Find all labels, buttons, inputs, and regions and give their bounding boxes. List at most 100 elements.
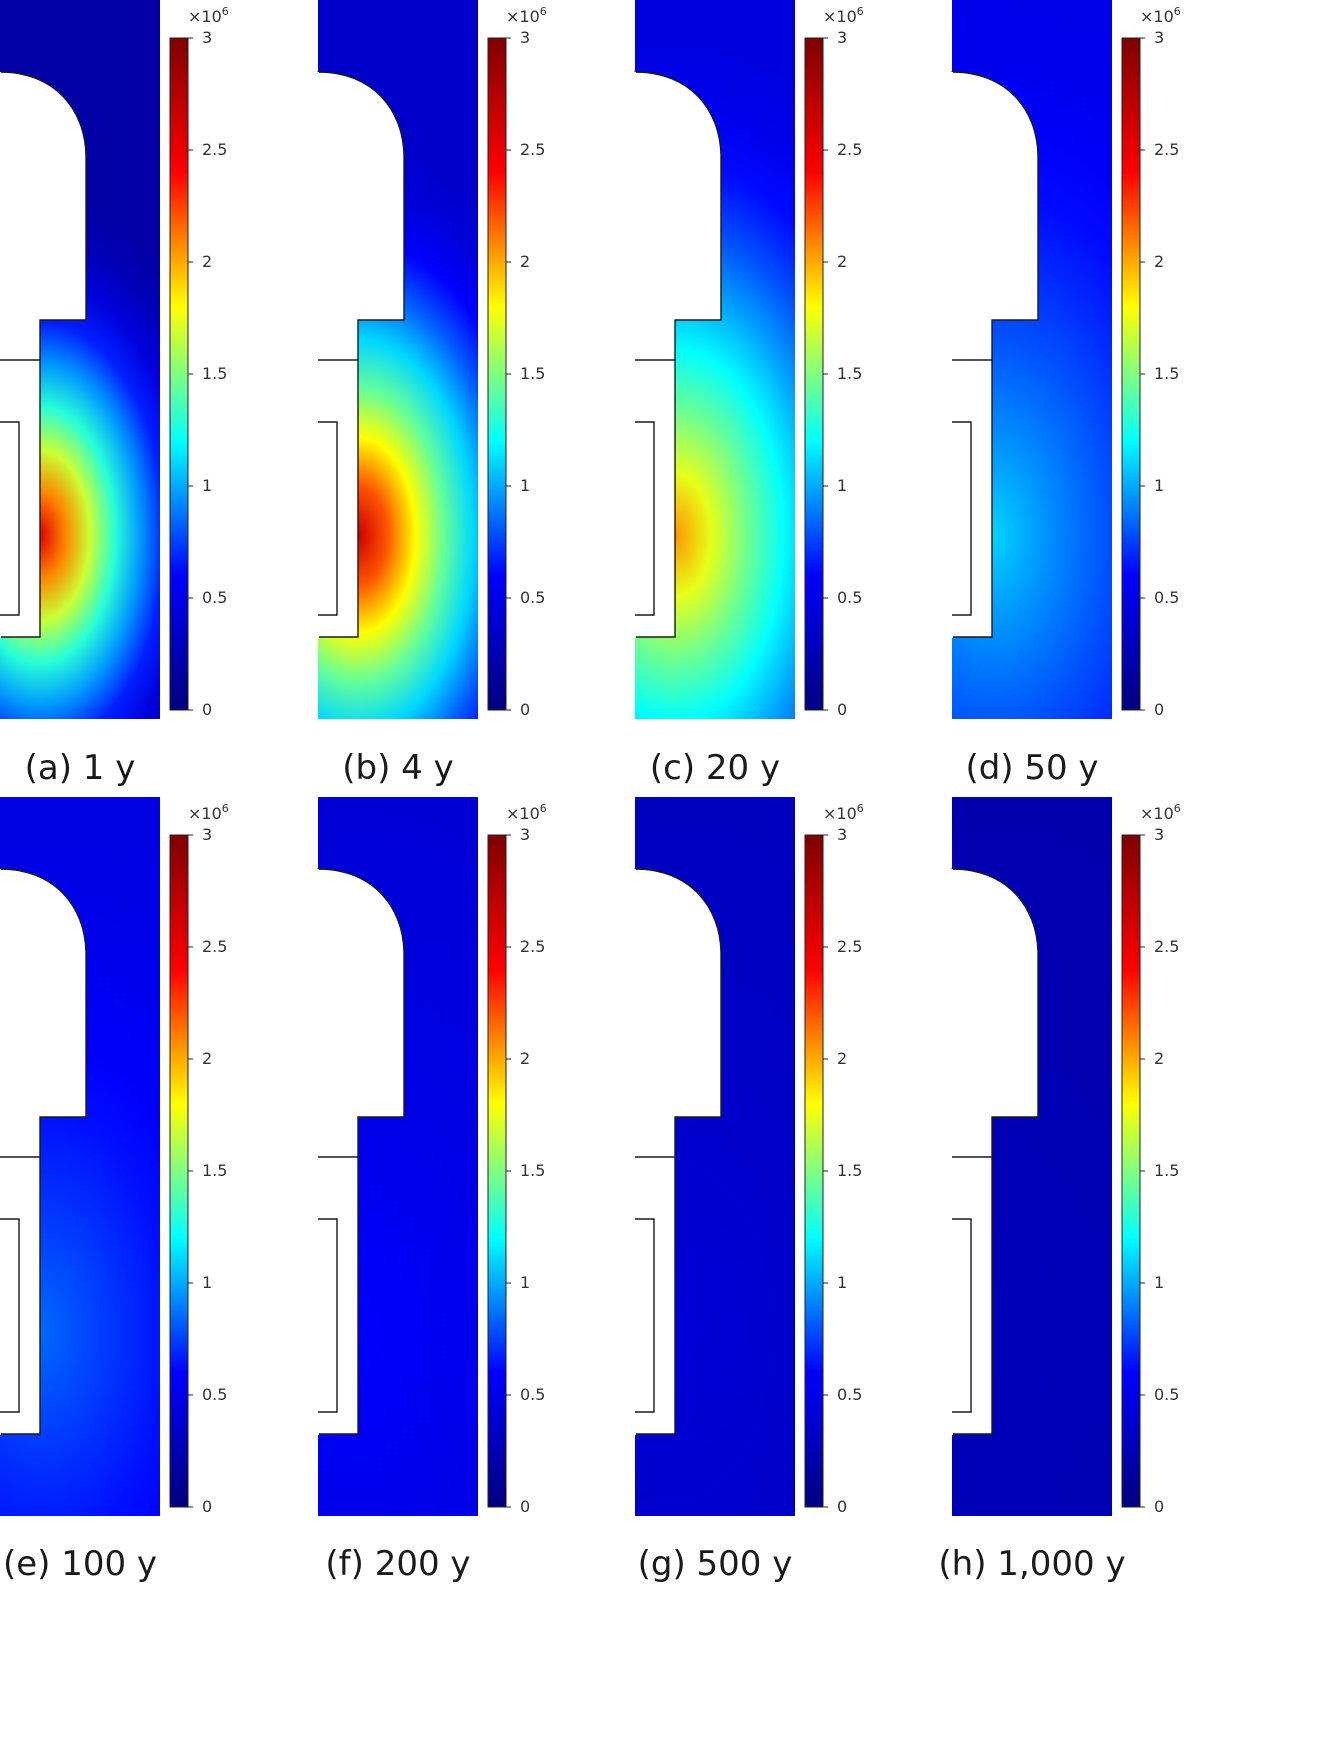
colorbar-tick-label: 2.5	[1154, 140, 1179, 159]
multiplier-exponent: 6	[222, 802, 229, 815]
colorbar-tick-label: 1	[837, 1273, 847, 1292]
colorbar-tick-label: 1.5	[520, 1161, 545, 1180]
colorbar-tick-label: 0.5	[1154, 588, 1179, 607]
colorbar	[169, 37, 189, 711]
colorbar-tick-label: 2	[202, 252, 212, 271]
colorbar-tick-label: 0	[520, 700, 530, 719]
cavity-edge	[317, 869, 319, 1435]
cavity-edge	[951, 72, 953, 638]
multiplier-exponent: 6	[1174, 802, 1181, 815]
colorbar	[804, 834, 824, 1508]
multiplier-base: ×10	[188, 804, 222, 823]
canister-bracket	[952, 1218, 972, 1413]
colorbar-tick-label: 3	[202, 28, 212, 47]
panel-caption: (e) 100 y	[3, 1544, 157, 1584]
colorbar-tick-label: 1	[1154, 1273, 1164, 1292]
multiplier-base: ×10	[506, 7, 540, 26]
colorbar-tick-label: 3	[1154, 28, 1164, 47]
colorbar-tick-label: 2.5	[837, 140, 862, 159]
colorbar-multiplier: ×106	[1140, 5, 1181, 26]
colorbar-tick-label: 0.5	[837, 588, 862, 607]
panel: ×106 0 0.5 1 1.5 2 2.5 3 (h) 1,000 y	[938, 797, 1181, 1584]
cavity-outline	[951, 71, 1039, 638]
panel: ×106 0 0.5 1 1.5 2 2.5 3 (b) 4 y	[317, 0, 547, 788]
multiplier-exponent: 6	[857, 802, 864, 815]
panel: ×106 0 0.5 1 1.5 2 2.5 3 (d) 50 y	[951, 0, 1181, 788]
colorbar-tick-label: 0	[837, 700, 847, 719]
panel-caption: (h) 1,000 y	[938, 1544, 1125, 1584]
multiplier-base: ×10	[506, 804, 540, 823]
colorbar-tick-label: 3	[1154, 825, 1164, 844]
panel-caption: (f) 200 y	[325, 1544, 470, 1584]
multiplier-exponent: 6	[222, 5, 229, 18]
colorbar-multiplier: ×106	[188, 802, 229, 823]
multiplier-base: ×10	[823, 804, 857, 823]
colorbar-tick-label: 2	[1154, 1049, 1164, 1068]
canister-bracket	[635, 421, 655, 616]
colorbar-tick-label: 1	[837, 476, 847, 495]
colorbar	[804, 37, 824, 711]
colorbar-tick-label: 1.5	[1154, 364, 1179, 383]
colorbar-multiplier: ×106	[506, 802, 547, 823]
colorbar	[1121, 834, 1141, 1508]
cavity-outline	[0, 71, 87, 638]
cavity-outline	[634, 71, 722, 638]
canister-bracket	[318, 421, 338, 616]
multiplier-base: ×10	[1140, 7, 1174, 26]
colorbar-tick-label: 1.5	[837, 1161, 862, 1180]
canister-bracket	[635, 1218, 655, 1413]
colorbar-tick-label: 1	[202, 1273, 212, 1292]
colorbar-tick-label: 0	[1154, 1497, 1164, 1516]
colorbar-tick-label: 0.5	[202, 1385, 227, 1404]
colorbar-tick-label: 2	[837, 1049, 847, 1068]
colorbar-tick-label: 0.5	[837, 1385, 862, 1404]
colorbar-tick-label: 3	[520, 28, 530, 47]
colorbar	[487, 834, 507, 1508]
colorbar-tick-label: 2.5	[202, 937, 227, 956]
colorbar-tick-label: 0	[520, 1497, 530, 1516]
cavity-edge	[951, 869, 953, 1435]
colorbar-tick-label: 2	[520, 1049, 530, 1068]
canister-bracket	[0, 1218, 20, 1413]
colorbar-tick-label: 3	[837, 825, 847, 844]
colorbar-multiplier: ×106	[188, 5, 229, 26]
cavity-outline	[317, 868, 405, 1435]
cavity-edge	[634, 72, 636, 638]
colorbar-tick-label: 1	[202, 476, 212, 495]
panel: ×106 0 0.5 1 1.5 2 2.5 3 (f) 200 y	[317, 797, 547, 1584]
colorbar-tick-label: 2	[1154, 252, 1164, 271]
colorbar-tick-label: 1.5	[520, 364, 545, 383]
canister-bracket	[318, 1218, 338, 1413]
colorbar-tick-label: 2.5	[1154, 937, 1179, 956]
cavity-outline	[317, 71, 405, 638]
colorbar-tick-label: 0	[202, 700, 212, 719]
colorbar-multiplier: ×106	[1140, 802, 1181, 823]
colorbar-tick-label: 0.5	[520, 1385, 545, 1404]
colorbar-tick-label: 1	[1154, 476, 1164, 495]
panel: ×106 0 0.5 1 1.5 2 2.5 3 (c) 20 y	[634, 0, 864, 788]
multiplier-base: ×10	[188, 7, 222, 26]
canister-bracket	[0, 421, 20, 616]
panel-caption: (g) 500 y	[638, 1544, 793, 1584]
cavity-edge	[317, 72, 319, 638]
panel-caption: (d) 50 y	[965, 748, 1098, 788]
cavity-edge	[0, 72, 1, 638]
colorbar-tick-label: 2	[202, 1049, 212, 1068]
multiplier-exponent: 6	[857, 5, 864, 18]
colorbar-tick-label: 0.5	[202, 588, 227, 607]
colorbar	[1121, 37, 1141, 711]
colorbar-tick-label: 1.5	[1154, 1161, 1179, 1180]
colorbar-tick-label: 1.5	[202, 364, 227, 383]
colorbar-tick-label: 1	[520, 476, 530, 495]
multiplier-exponent: 6	[1174, 5, 1181, 18]
colorbar	[169, 834, 189, 1508]
colorbar-tick-label: 2.5	[520, 140, 545, 159]
colorbar-tick-label: 2.5	[837, 937, 862, 956]
panel-caption: (c) 20 y	[650, 748, 780, 788]
panel: ×106 0 0.5 1 1.5 2 2.5 3 (a) 1 y	[0, 0, 229, 788]
colorbar-tick-label: 1	[520, 1273, 530, 1292]
multiplier-exponent: 6	[540, 802, 547, 815]
colorbar-tick-label: 3	[520, 825, 530, 844]
colorbar-tick-label: 1.5	[837, 364, 862, 383]
